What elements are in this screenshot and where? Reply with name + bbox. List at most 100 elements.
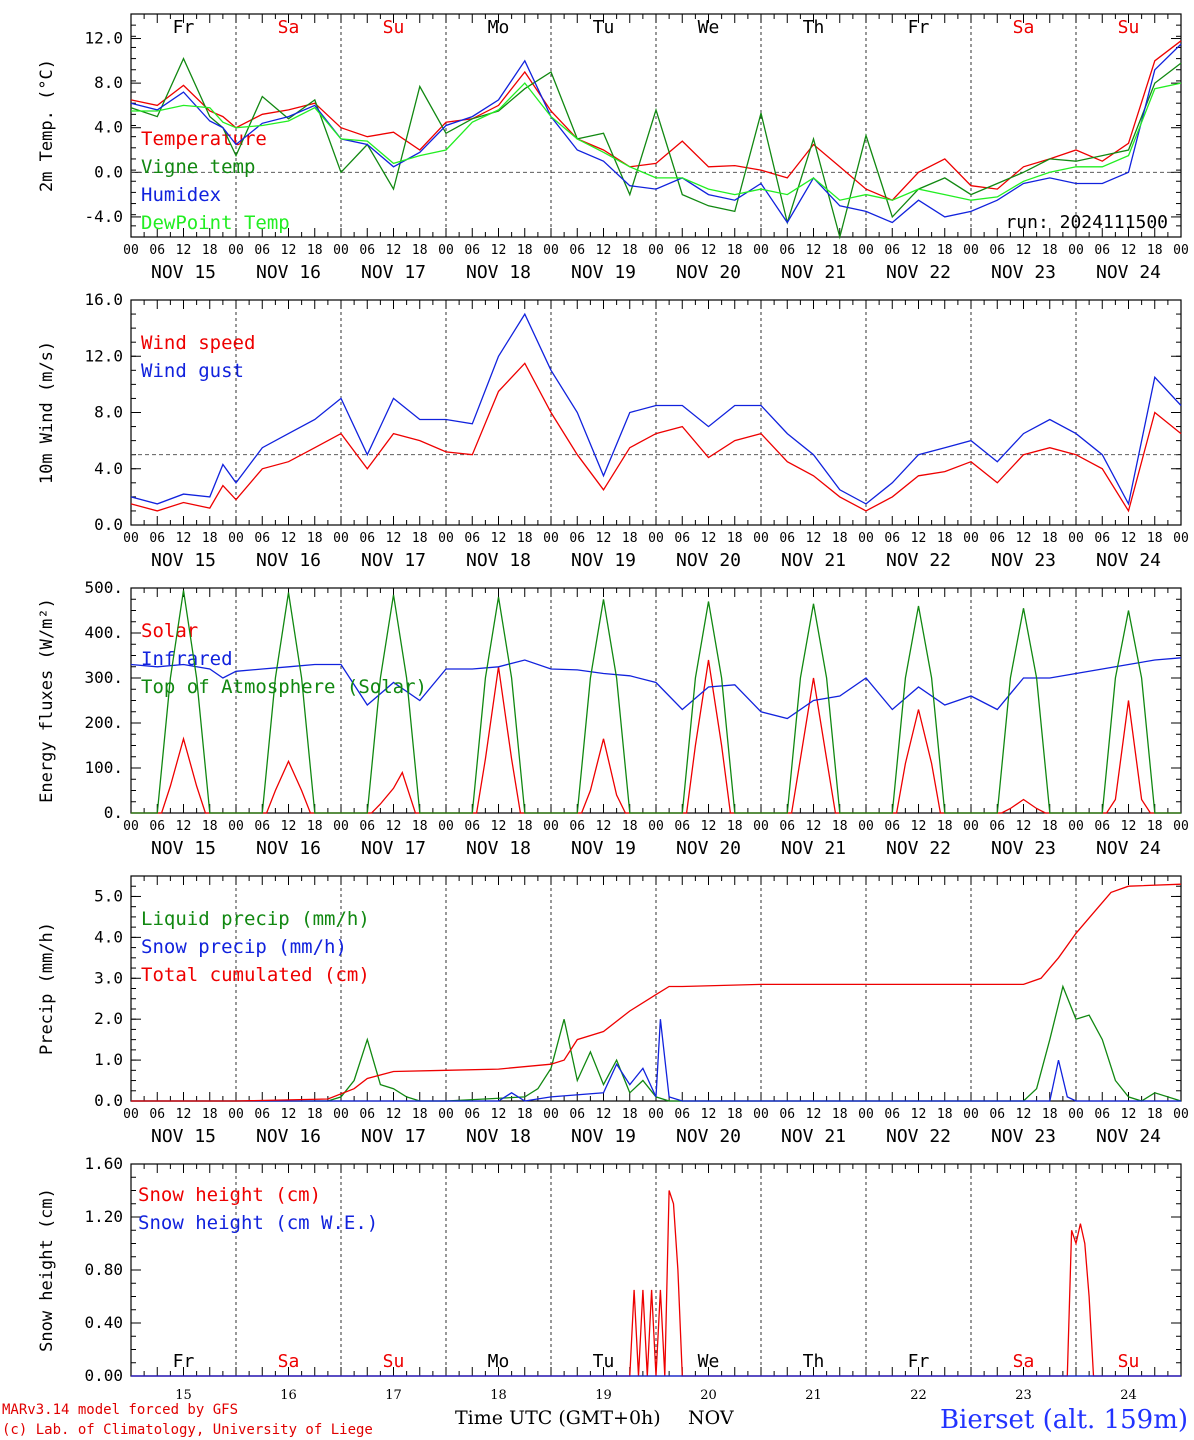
hour-tick-label: 12 <box>281 819 297 834</box>
legend-entry: Total cumulated (cm) <box>141 964 370 986</box>
y-tick-label: 200. <box>84 713 123 732</box>
date-label: NOV 21 <box>781 1126 846 1147</box>
hour-tick-label: 18 <box>412 531 428 546</box>
hour-tick-label: 06 <box>464 1107 480 1122</box>
day-number-label: 16 <box>280 1388 297 1403</box>
date-label: NOV 17 <box>361 838 426 859</box>
hour-tick-label: 06 <box>989 819 1005 834</box>
hour-tick-label: 00 <box>753 243 769 258</box>
hour-tick-label: 00 <box>963 243 979 258</box>
y-tick-label: 12.0 <box>84 29 123 48</box>
date-label: NOV 16 <box>256 550 321 571</box>
hour-tick-label: 00 <box>438 1107 454 1122</box>
legend-entry: Solar <box>141 620 198 642</box>
hour-tick-label: 00 <box>858 1107 874 1122</box>
y-tick-label: 8.0 <box>94 73 123 92</box>
date-label: NOV 15 <box>151 550 216 571</box>
hour-tick-label: 18 <box>1042 1107 1058 1122</box>
y-tick-label: 1.0 <box>94 1050 123 1069</box>
hour-tick-label: 00 <box>1068 531 1084 546</box>
plot-frame <box>130 13 1182 238</box>
hour-tick-label: 18 <box>1042 819 1058 834</box>
date-label: NOV 19 <box>571 838 636 859</box>
hour-tick-label: 06 <box>254 819 270 834</box>
hour-tick-label: 00 <box>1173 531 1189 546</box>
panel-5: 1.60 1.20 0.80 0.40 0.00 Snow height (cm) Snow… <box>37 1154 1182 1403</box>
series-line-darkgreen <box>130 57 1182 240</box>
date-label: NOV 23 <box>991 262 1056 283</box>
hour-tick-label: 18 <box>307 1107 323 1122</box>
day-number-label: 21 <box>805 1388 822 1403</box>
hour-tick-label: 00 <box>1173 243 1189 258</box>
hour-tick-label: 00 <box>438 243 454 258</box>
legend-entry: Temperature <box>141 128 267 150</box>
hour-tick-label: 18 <box>202 531 218 546</box>
day-label: Fr <box>173 1351 195 1372</box>
hour-tick-label: 12 <box>911 243 927 258</box>
hour-tick-label: 18 <box>832 819 848 834</box>
day-label: Sa <box>278 17 300 38</box>
hour-tick-label: 18 <box>727 1107 743 1122</box>
date-label: NOV 18 <box>466 550 531 571</box>
hour-tick-label: 00 <box>1068 819 1084 834</box>
hour-tick-label: 06 <box>254 531 270 546</box>
hour-tick-label: 00 <box>963 819 979 834</box>
y-tick-label: 400. <box>84 623 123 642</box>
hour-tick-label: 12 <box>491 819 507 834</box>
y-tick-label: 2.0 <box>94 1009 123 1028</box>
hour-tick-label: 06 <box>254 243 270 258</box>
hour-tick-label: 00 <box>228 531 244 546</box>
y-tick-label: 0.00 <box>84 1366 123 1385</box>
hour-tick-label: 12 <box>176 819 192 834</box>
hour-tick-label: 00 <box>1173 1107 1189 1122</box>
day-label: Tu <box>593 1351 615 1372</box>
hour-tick-label: 06 <box>779 531 795 546</box>
day-label: Su <box>383 17 405 38</box>
hour-tick-label: 06 <box>254 1107 270 1122</box>
legend-entry: Top of Atmosphere (Solar) <box>141 676 427 698</box>
day-label: Sa <box>1013 17 1035 38</box>
series-line-lightgreen <box>131 82 1182 201</box>
day-label: Mo <box>488 17 510 38</box>
hour-tick-label: 06 <box>884 819 900 834</box>
hour-tick-label: 12 <box>701 819 717 834</box>
hour-tick-label: 18 <box>1147 531 1163 546</box>
date-label: NOV 16 <box>256 1126 321 1147</box>
date-label: NOV 20 <box>676 1126 741 1147</box>
day-label: We <box>698 1351 720 1372</box>
day-label: Sa <box>278 1351 300 1372</box>
model-credit: MARv3.14 model forced by GFS <box>2 1402 238 1418</box>
hour-tick-label: 12 <box>596 819 612 834</box>
day-label: We <box>698 17 720 38</box>
hour-tick-label: 18 <box>202 243 218 258</box>
hour-tick-label: 06 <box>149 243 165 258</box>
hour-tick-label: 06 <box>464 531 480 546</box>
hour-tick-label: 12 <box>1121 819 1137 834</box>
hour-tick-label: 00 <box>648 1107 664 1122</box>
hour-tick-label: 18 <box>1147 243 1163 258</box>
hour-tick-label: 12 <box>806 243 822 258</box>
hour-tick-label: 00 <box>753 1107 769 1122</box>
series-line-blue <box>130 312 1182 506</box>
legend-entry: Infrared <box>141 648 233 670</box>
day-label: Fr <box>173 17 195 38</box>
hour-tick-label: 00 <box>648 531 664 546</box>
date-label: NOV 21 <box>781 550 846 571</box>
date-label: NOV 15 <box>151 262 216 283</box>
day-number-label: 24 <box>1120 1388 1137 1403</box>
day-number-label: 23 <box>1015 1388 1032 1403</box>
date-label: NOV 24 <box>1096 1126 1161 1147</box>
hour-tick-label: 18 <box>937 243 953 258</box>
hour-tick-label: 12 <box>386 819 402 834</box>
hour-tick-label: 06 <box>1094 1107 1110 1122</box>
day-label: Sa <box>1013 1351 1035 1372</box>
day-number-label: 17 <box>385 1388 402 1403</box>
hour-tick-label: 12 <box>911 819 927 834</box>
y-tick-label: 5.0 <box>94 886 123 905</box>
series-line-darkgreen <box>131 590 1181 814</box>
hour-tick-label: 12 <box>281 243 297 258</box>
hour-tick-label: 12 <box>491 243 507 258</box>
hour-tick-label: 06 <box>149 1107 165 1122</box>
run-annotation: run: 2024111500 <box>1005 212 1168 233</box>
